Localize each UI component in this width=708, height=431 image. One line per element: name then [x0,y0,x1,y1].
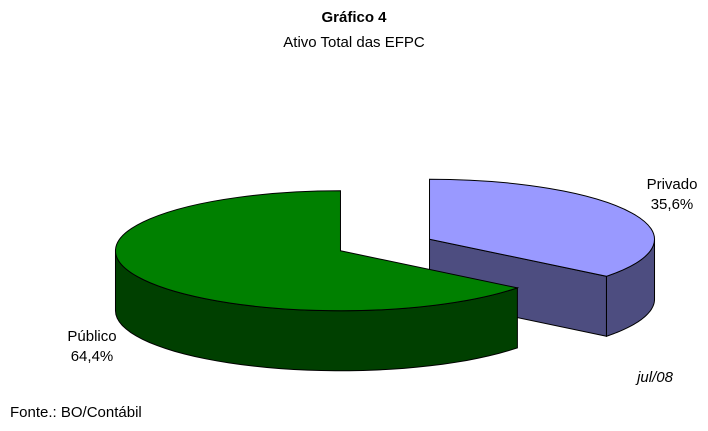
slice [429,178,656,277]
value-label: 35,6% [651,196,694,213]
slice-label: Privado [647,176,698,193]
annotation: jul/08 [635,369,674,386]
chart-title: Gráfico 4 [321,9,387,26]
slice [115,190,520,312]
chart-subtitle: Ativo Total das EFPC [283,34,425,51]
value-label: 64,4% [71,348,114,365]
slice-label: Público [67,328,116,345]
source: Fonte.: BO/Contábil [10,404,142,421]
